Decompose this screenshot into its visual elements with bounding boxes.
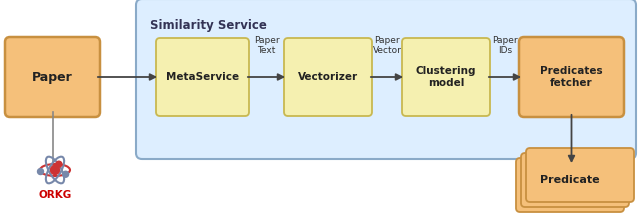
- Text: Paper
Text: Paper Text: [253, 36, 279, 55]
- FancyBboxPatch shape: [136, 0, 636, 159]
- Text: Predicates
fetcher: Predicates fetcher: [540, 66, 603, 88]
- FancyBboxPatch shape: [402, 38, 490, 116]
- FancyBboxPatch shape: [519, 37, 624, 117]
- Text: Vectorizer: Vectorizer: [298, 72, 358, 82]
- Text: ORKG: ORKG: [38, 190, 72, 200]
- Circle shape: [63, 171, 68, 177]
- FancyBboxPatch shape: [526, 148, 634, 202]
- Circle shape: [51, 166, 60, 175]
- Text: Paper
Vector: Paper Vector: [372, 36, 401, 55]
- FancyBboxPatch shape: [521, 153, 629, 207]
- Text: Paper: Paper: [32, 71, 73, 83]
- Circle shape: [56, 161, 62, 167]
- Text: Predicate: Predicate: [540, 175, 600, 185]
- Text: Paper
IDs: Paper IDs: [492, 36, 518, 55]
- FancyBboxPatch shape: [156, 38, 249, 116]
- FancyBboxPatch shape: [516, 158, 624, 212]
- Text: Similarity Service: Similarity Service: [150, 19, 267, 32]
- Text: Clustering
model: Clustering model: [416, 66, 476, 88]
- Circle shape: [38, 169, 44, 175]
- Text: MetaService: MetaService: [166, 72, 239, 82]
- FancyBboxPatch shape: [284, 38, 372, 116]
- FancyBboxPatch shape: [5, 37, 100, 117]
